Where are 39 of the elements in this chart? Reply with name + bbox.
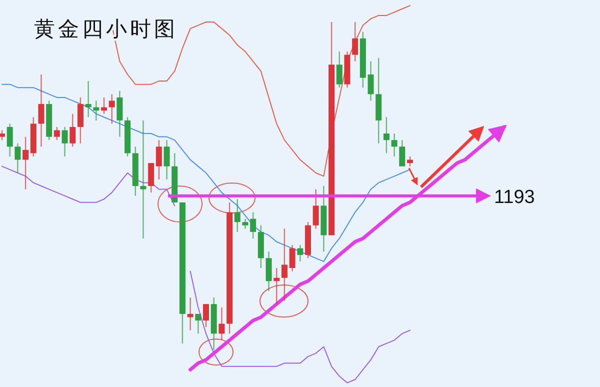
annotation: 1193 <box>494 186 535 208</box>
candlestick <box>140 120 146 240</box>
candlestick <box>297 244 304 262</box>
candlestick <box>250 212 256 240</box>
candlestick <box>164 139 170 180</box>
candlestick <box>312 188 319 230</box>
candlestick <box>101 96 107 114</box>
candlestick <box>195 313 202 334</box>
candlestick <box>218 306 225 341</box>
candlestick <box>234 198 240 233</box>
candlestick <box>6 123 13 158</box>
candlestick <box>156 139 162 180</box>
candlestick <box>14 142 21 174</box>
candlestick <box>62 126 68 158</box>
candlestick <box>187 296 194 331</box>
candlestick <box>202 303 209 328</box>
candlestick <box>406 156 413 167</box>
candlestick <box>116 90 123 138</box>
candlestick <box>22 136 29 190</box>
candlestick <box>93 100 100 121</box>
candlestick <box>289 244 296 272</box>
candlestick <box>70 113 76 148</box>
candlestick <box>242 218 248 230</box>
candlestick <box>352 21 358 62</box>
candlestick <box>77 96 84 144</box>
candlestick <box>38 74 44 148</box>
candlestick <box>391 132 398 158</box>
candlestick <box>399 139 406 167</box>
candlestick <box>108 94 115 124</box>
candlestick <box>148 162 154 194</box>
candlestick <box>266 251 272 292</box>
candlestick <box>281 228 288 302</box>
candlestick <box>85 80 92 118</box>
candlestick <box>383 116 390 154</box>
candlestick <box>274 267 280 305</box>
candlestick <box>336 50 342 88</box>
candlestick <box>368 60 374 102</box>
candlestick <box>0 130 5 141</box>
candlestick <box>54 126 60 141</box>
